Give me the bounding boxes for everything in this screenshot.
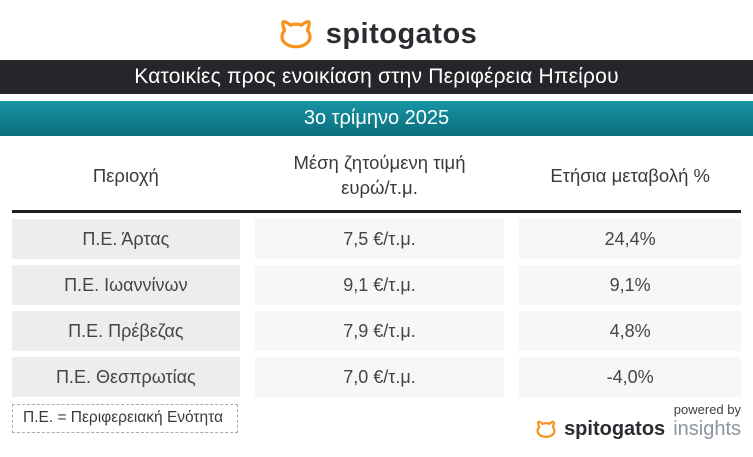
col-header-price: Μέση ζητούμενη τιμή ευρώ/τ.μ.	[293, 152, 466, 198]
powered-by-label: powered by	[673, 402, 741, 417]
report-title: Κατοικίες προς ενοικίαση στην Περιφέρεια…	[134, 65, 619, 88]
insights-suffix: insights	[673, 418, 741, 440]
table-row: Π.Ε. Άρτας 7,5 €/τ.μ. 24,4%	[12, 219, 741, 259]
brand-logo: spitogatos	[0, 0, 753, 56]
change-cell: 4,8%	[519, 311, 741, 351]
change-cell: 24,4%	[519, 219, 741, 259]
table-row: Π.Ε. Πρέβεζας 7,9 €/τ.μ. 4,8%	[12, 311, 741, 351]
report-title-bar: Κατοικίες προς ενοικίαση στην Περιφέρεια…	[0, 60, 753, 94]
table-row: Π.Ε. Ιωαννίνων 9,1 €/τ.μ. 9,1%	[12, 265, 741, 305]
period-label: 3ο τρίμηνο 2025	[303, 107, 450, 129]
region-cell: Π.Ε. Ιωαννίνων	[12, 265, 240, 305]
price-cell: 7,9 €/τ.μ.	[254, 311, 505, 351]
spitogatos-cat-icon	[280, 19, 312, 48]
price-cell: 7,0 €/τ.μ.	[254, 357, 505, 397]
insights-brand: spitogatos	[564, 418, 666, 440]
table-header-row: Περιοχή Μέση ζητούμενη τιμή ευρώ/τ.μ. Ετ…	[12, 145, 741, 213]
spitogatos-cat-icon-small	[536, 420, 556, 438]
price-cell: 9,1 €/τ.μ.	[254, 265, 505, 305]
change-cell: 9,1%	[519, 265, 741, 305]
price-cell: 7,5 €/τ.μ.	[254, 219, 505, 259]
footnote-box: Π.Ε. = Περιφερειακή Ενότητα	[12, 404, 239, 433]
change-cell: -4,0%	[519, 357, 741, 397]
region-cell: Π.Ε. Άρτας	[12, 219, 240, 259]
table-row: Π.Ε. Θεσπρωτίας 7,0 €/τ.μ. -4,0%	[12, 357, 741, 397]
region-cell: Π.Ε. Θεσπρωτίας	[12, 357, 240, 397]
period-bar: 3ο τρίμηνο 2025	[0, 101, 753, 136]
footnote-text: Π.Ε. = Περιφερειακή Ενότητα	[23, 409, 224, 426]
brand-wordmark: spitogatos	[325, 17, 478, 50]
footer: Π.Ε. = Περιφερειακή Ενότητα powered by s…	[12, 402, 741, 441]
region-cell: Π.Ε. Πρέβεζας	[12, 311, 240, 351]
col-header-region: Περιοχή	[92, 164, 159, 186]
data-table: Περιοχή Μέση ζητούμενη τιμή ευρώ/τ.μ. Ετ…	[12, 145, 741, 397]
powered-by-block: powered by spitogatos insights	[534, 402, 741, 441]
col-header-change: Ετήσια μεταβολή %	[550, 164, 710, 186]
